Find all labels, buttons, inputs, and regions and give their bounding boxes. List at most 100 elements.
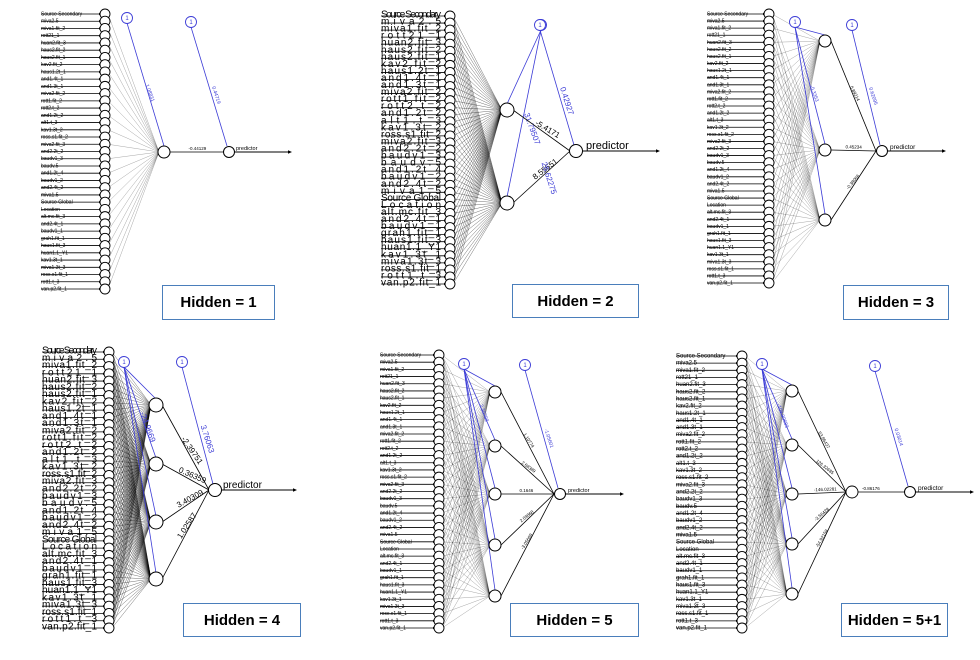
input-label: Source Secondary [676, 354, 725, 360]
weight-edge [111, 578, 152, 607]
weight-edge [744, 570, 788, 595]
bias-edge [463, 368, 496, 387]
weight-edge [744, 470, 788, 495]
bias-edge [123, 366, 157, 574]
weight-edge [111, 518, 152, 580]
weight-edge [744, 543, 788, 614]
weight-edge [441, 493, 491, 614]
bias-edge [761, 368, 793, 489]
bias-node [534, 19, 546, 31]
weight-edge [771, 40, 821, 142]
input-label: huan1.1_Y1 [676, 590, 709, 596]
input-label: haus1.2t_1 [42, 404, 97, 415]
weight-edge [111, 404, 152, 556]
weight-edge [111, 521, 152, 600]
output-node [876, 145, 888, 157]
weight-edge [441, 445, 491, 614]
input-label: miva2.fit_3 [676, 482, 706, 488]
weight-edge [771, 40, 821, 227]
bias-edge [126, 22, 165, 147]
weight-edge [107, 13, 160, 153]
input-label: van.p2.fit_1 [380, 626, 406, 632]
input-label: and2.4t_2 [380, 525, 402, 531]
weight-edge [107, 151, 160, 232]
weight-edge [452, 109, 503, 130]
weight-edge [107, 151, 160, 275]
weight-edge [111, 404, 152, 447]
input-label: haus2.fit_2 [707, 47, 732, 53]
bias-node [869, 360, 881, 372]
input-label: baudv1_3 [707, 153, 729, 159]
hidden-edge [512, 109, 571, 152]
weight-edge [441, 391, 491, 542]
weight-edge [452, 202, 503, 228]
weight-edge [452, 156, 503, 204]
weight-edge [744, 493, 788, 514]
input-label: alt.mc.fit_3 [707, 210, 731, 216]
input-label: haus1.2t_1 [707, 68, 732, 74]
weight-edge [111, 404, 152, 476]
input-label: huan2.fit_3 [676, 382, 706, 388]
weight-edge [441, 455, 491, 546]
input-label: rott1.t_3 [42, 614, 97, 625]
weight-edge [111, 475, 152, 580]
weight-edge [441, 484, 491, 495]
weight-edge [111, 380, 152, 465]
weight-edge [111, 404, 152, 614]
bias-node [846, 19, 858, 31]
weight-edge [441, 426, 491, 597]
weight-edge [452, 202, 503, 278]
weight-edge [111, 404, 152, 570]
weight-edge [452, 163, 503, 204]
bias-node [185, 16, 197, 28]
weight-edge [771, 113, 821, 221]
weight-edge [744, 413, 788, 545]
input-label: Source Secondary [380, 353, 422, 359]
input-label: kav2.fit_2 [41, 62, 63, 68]
weight-edge [441, 383, 491, 393]
weight-edge [452, 109, 503, 200]
input-label: haus2.fit_2 [381, 45, 441, 56]
weight-edge [441, 498, 491, 597]
input-label: kav1.3t_2 [707, 125, 729, 131]
weight-edge [452, 135, 503, 204]
input-label: rott21_1 [380, 374, 399, 380]
weight-edge [107, 151, 160, 203]
weight-edge [441, 391, 491, 485]
weight-edge [744, 493, 788, 586]
weight-edge [441, 426, 491, 495]
input-label: and1.2t_4 [707, 167, 729, 173]
weight-edge [744, 543, 788, 571]
weight-edge [111, 463, 152, 614]
input-label: baudv1_2 [41, 178, 63, 184]
weight-edge [744, 444, 788, 629]
bias-symbol: 1 [180, 360, 184, 366]
weight-edge [452, 199, 503, 204]
bias-edge [794, 26, 826, 215]
weight-edge [111, 404, 152, 491]
weight-edge [771, 149, 821, 156]
hidden-edge [500, 493, 555, 546]
hidden-node [818, 213, 832, 227]
bias-edge [524, 369, 559, 489]
weight-edge [744, 470, 788, 545]
input-label: ross.s1.fit_1 [41, 272, 68, 278]
input-label: haus2.fit_1 [42, 389, 97, 400]
input-label: and2.2t_2 [676, 490, 703, 496]
weight-edge [441, 512, 491, 546]
weight-edge [452, 51, 503, 204]
weight-edge [744, 444, 788, 543]
weight-edge [452, 202, 503, 221]
input-label: kav1.3t_1 [41, 258, 63, 264]
input-label: ross.s1.fit_1 [42, 607, 97, 618]
weight-edge [452, 15, 503, 204]
input-label: baudv1_1 [707, 224, 729, 230]
input-label: alt1.t_3 [707, 118, 724, 124]
weight-edge [744, 427, 788, 495]
hidden-node [488, 589, 502, 603]
weight-edge [744, 370, 788, 545]
bias-weight-label: 0.03014 [893, 428, 904, 447]
hidden-node [157, 145, 171, 159]
weight-edge [111, 521, 152, 592]
